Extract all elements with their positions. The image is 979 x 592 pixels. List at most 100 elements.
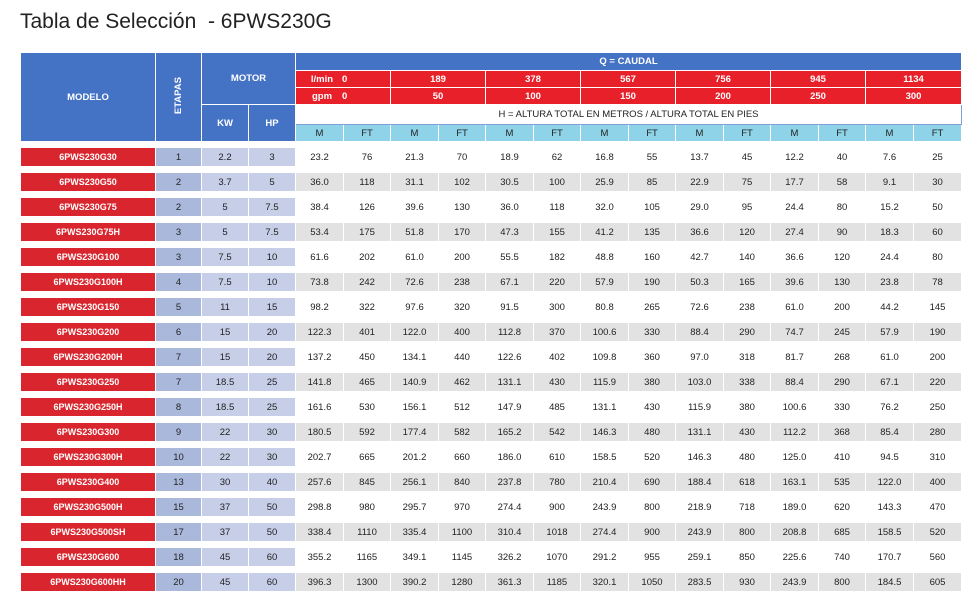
value-cell: 390.2: [390, 572, 439, 592]
value-cell: 98.2: [295, 297, 344, 317]
kw-cell: 5: [201, 197, 249, 217]
value-cell: 610: [533, 447, 581, 467]
value-cell: 97.6: [390, 297, 439, 317]
value-cell: 1145: [438, 547, 486, 567]
value-cell: 310.4: [485, 522, 534, 542]
value-cell: 18.3: [865, 222, 914, 242]
page-title: Tabla de Selección - 6PWS230G: [20, 10, 332, 33]
value-cell: 118: [343, 172, 391, 192]
value-cell: 330: [628, 322, 676, 342]
value-cell: 1280: [438, 572, 486, 592]
value-cell: 280: [912, 422, 963, 442]
row-gap: [20, 541, 962, 548]
value-cell: 380: [628, 372, 676, 392]
etapas-cell: 2: [155, 172, 202, 192]
value-cell: 200: [912, 347, 963, 367]
unit-ft-3: FT: [628, 124, 676, 142]
kw-cell: 37: [201, 522, 249, 542]
kw-cell: 18.5: [201, 372, 249, 392]
value-cell: 137.2: [295, 347, 344, 367]
table-row: 6PWS230G75 2 5 7.5 38.4 126 39.6 130 36.0 118 32.0…: [20, 197, 963, 217]
value-cell: 90: [818, 222, 866, 242]
value-cell: 180.5: [295, 422, 344, 442]
table-row: 6PWS230G250 7 18.5 25 141.8 465 140.9 462 131.1 4…: [20, 372, 963, 392]
value-cell: 61.0: [770, 297, 819, 317]
value-cell: 582: [438, 422, 486, 442]
model-cell: 6PWS230G500H: [20, 497, 156, 517]
value-cell: 48.8: [580, 247, 629, 267]
value-cell: 131.1: [580, 397, 629, 417]
value-cell: 310: [912, 447, 963, 467]
value-cell: 109.8: [580, 347, 629, 367]
hp-cell: 25: [248, 397, 296, 417]
unit-m-2: M: [485, 124, 534, 142]
header-etapas: ETAPAS: [155, 52, 202, 142]
row-gap: [20, 291, 962, 298]
value-cell: 41.2: [580, 222, 629, 242]
kw-cell: 7.5: [201, 272, 249, 292]
hp-cell: 25: [248, 372, 296, 392]
value-cell: 238: [438, 272, 486, 292]
value-cell: 349.1: [390, 547, 439, 567]
value-cell: 618: [723, 472, 771, 492]
value-cell: 188.4: [675, 472, 724, 492]
value-cell: 160: [628, 247, 676, 267]
value-cell: 462: [438, 372, 486, 392]
row-gap: [20, 166, 962, 173]
etapas-cell: 7: [155, 347, 202, 367]
unit-ft-2: FT: [533, 124, 581, 142]
gpm-value-5: 250: [770, 87, 866, 105]
value-cell: 134.1: [390, 347, 439, 367]
value-cell: 520: [912, 522, 963, 542]
gpm-value-3: 150: [580, 87, 676, 105]
value-cell: 70: [438, 147, 486, 167]
value-cell: 182: [533, 247, 581, 267]
value-cell: 380: [723, 397, 771, 417]
lmin-value-2: 378: [485, 70, 581, 88]
row-gap: [20, 266, 962, 273]
hp-cell: 30: [248, 447, 296, 467]
value-cell: 47.3: [485, 222, 534, 242]
value-cell: 81.7: [770, 347, 819, 367]
etapas-cell: 4: [155, 272, 202, 292]
value-cell: 170: [438, 222, 486, 242]
value-cell: 97.0: [675, 347, 724, 367]
value-cell: 76: [343, 147, 391, 167]
value-cell: 290: [723, 322, 771, 342]
kw-cell: 45: [201, 547, 249, 567]
value-cell: 1110: [343, 522, 391, 542]
value-cell: 146.3: [675, 447, 724, 467]
value-cell: 165.2: [485, 422, 534, 442]
value-cell: 690: [628, 472, 676, 492]
model-cell: 6PWS230G30: [20, 147, 156, 167]
value-cell: 130: [818, 272, 866, 292]
value-cell: 112.8: [485, 322, 534, 342]
value-cell: 42.7: [675, 247, 724, 267]
value-cell: 80.8: [580, 297, 629, 317]
value-cell: 24.4: [770, 197, 819, 217]
table-row: 6PWS230G200H 7 15 20 137.2 450 134.1 440 122.6 40…: [20, 347, 963, 367]
value-cell: 135: [628, 222, 676, 242]
value-cell: 155: [533, 222, 581, 242]
gpm-value-0: gpm 0: [295, 87, 391, 105]
value-cell: 780: [533, 472, 581, 492]
value-cell: 126: [343, 197, 391, 217]
unit-m-3: M: [580, 124, 629, 142]
table-row: 6PWS230G100 3 7.5 10 61.6 202 61.0 200 55.5 182 48…: [20, 247, 963, 267]
value-cell: 850: [723, 547, 771, 567]
value-cell: 370: [533, 322, 581, 342]
value-cell: 560: [912, 547, 963, 567]
lmin-value-0: l/min 0: [295, 70, 391, 88]
value-cell: 295.7: [390, 497, 439, 517]
value-cell: 147.9: [485, 397, 534, 417]
value-cell: 122.6: [485, 347, 534, 367]
value-cell: 660: [438, 447, 486, 467]
value-cell: 512: [438, 397, 486, 417]
unit-ft-1: FT: [438, 124, 486, 142]
value-cell: 200: [438, 247, 486, 267]
value-cell: 220: [533, 272, 581, 292]
kw-cell: 7.5: [201, 247, 249, 267]
value-cell: 40: [818, 147, 866, 167]
value-cell: 338: [723, 372, 771, 392]
value-cell: 368: [818, 422, 866, 442]
